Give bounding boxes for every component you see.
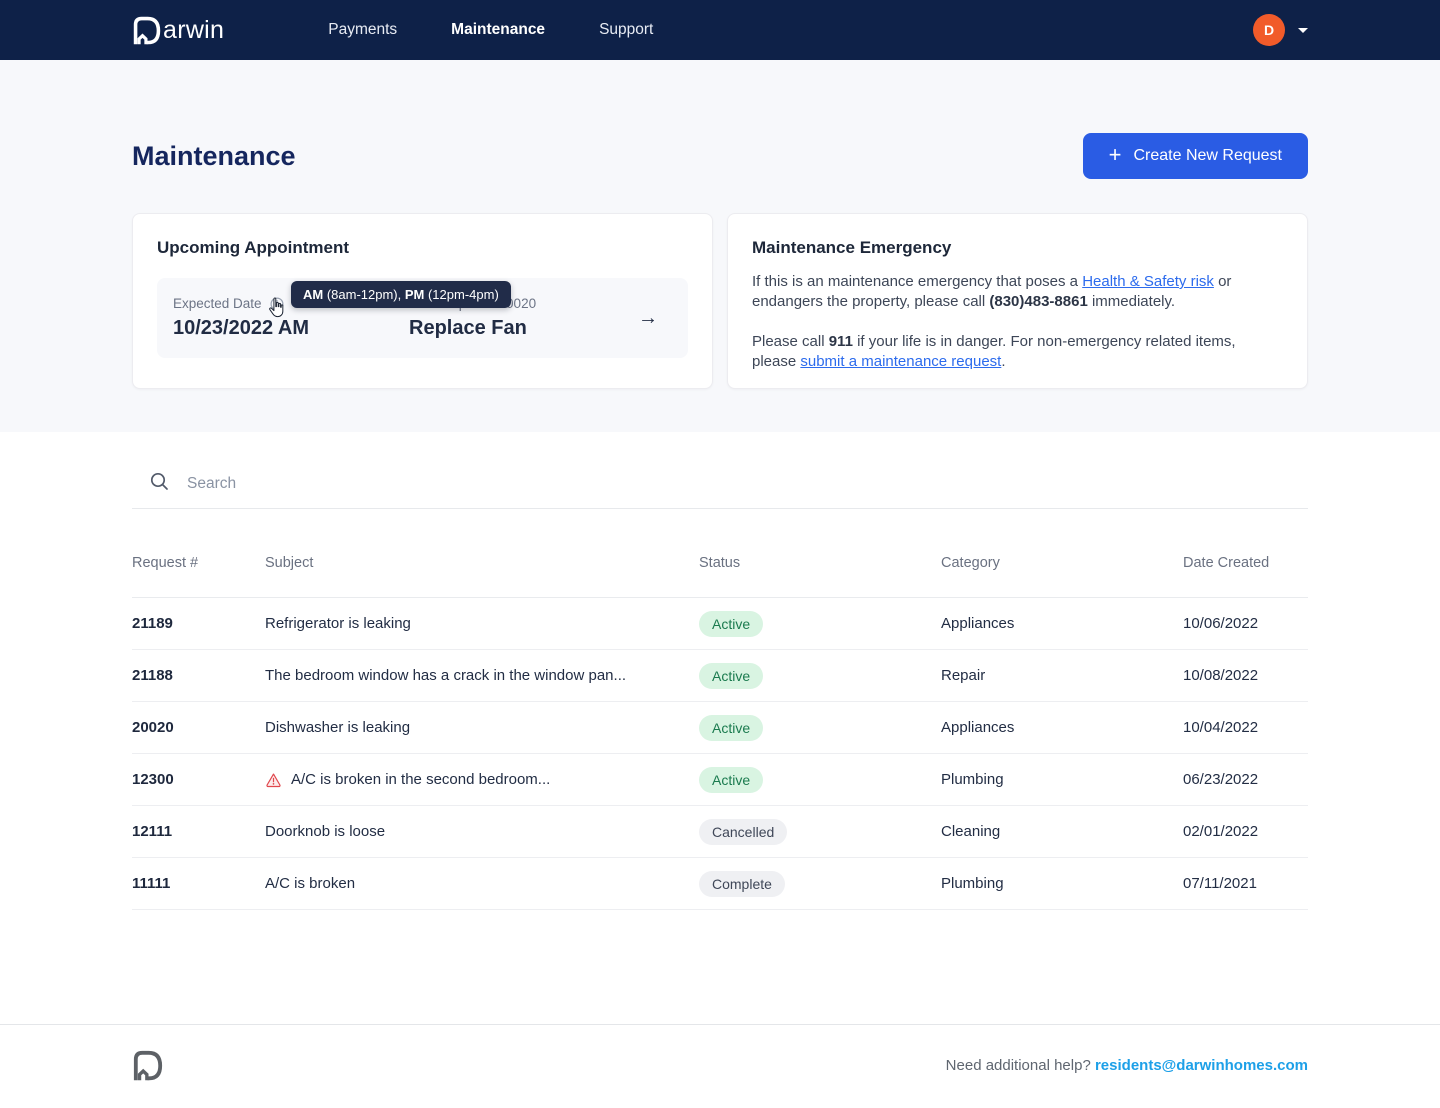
footer-help-text: Need additional help? residents@darwinho… [945,1056,1308,1074]
subject-text: Dishwasher is leaking [265,719,411,736]
request-subject: Doorknob is loose [265,823,699,840]
status-badge: Cancelled [699,818,788,845]
status-badge: Active [699,714,764,741]
table-row[interactable]: 20020 Dishwasher is leaking Active Appli… [132,702,1308,754]
subject-text: Doorknob is loose [265,823,386,840]
darwin-footer-logo-icon [132,1049,164,1081]
nav-item-payments[interactable]: Payments [328,21,398,38]
status-badge: Active [699,610,764,637]
support-email-link[interactable]: residents@darwinhomes.com [1094,1056,1308,1074]
subject-text: Refrigerator is leaking [265,615,411,632]
request-subject: The bedroom window has a crack in the wi… [265,667,699,684]
request-date-created: 06/23/2022 [1183,771,1259,788]
page-title: Maintenance [132,140,296,171]
request-subject: Refrigerator is leaking [265,615,699,632]
column-request-number: Request # [132,555,199,571]
table-body: 21189 Refrigerator is leaking Active App… [132,598,1308,910]
table-row[interactable]: 12300 A/C is broken in the second bedroo… [132,754,1308,806]
avatar[interactable]: D [1253,14,1285,46]
arrow-right-icon[interactable]: → [638,306,658,329]
request-date-created: 10/08/2022 [1183,667,1259,684]
column-category: Category [941,555,1000,571]
brand-wordmark: arwin [163,15,225,44]
emergency-card-title: Maintenance Emergency [752,238,952,257]
status-badge: Active [699,766,764,793]
column-date-created: Date Created [1183,555,1270,571]
appointment-panel[interactable]: Expected Date 10/23/2022 AM [157,278,688,358]
column-status: Status [699,555,741,571]
health-safety-risk-link[interactable]: Health & Safety risk [1082,273,1214,290]
request-date-created: 02/01/2022 [1183,823,1259,840]
request-category: Repair [941,667,986,684]
subject-text: A/C is broken [265,875,356,892]
request-category: Appliances [941,719,1015,736]
request-subject: A/C is broken [265,875,699,892]
info-icon[interactable] [270,296,284,311]
request-date-created: 07/11/2021 [1183,875,1257,892]
create-new-request-button[interactable]: + Create New Request [1082,133,1308,179]
request-id: 20020 [132,719,174,736]
appointment-card-title: Upcoming Appointment [157,238,350,257]
request-date-created: 10/04/2022 [1183,719,1259,736]
upcoming-appointment-card: Upcoming Appointment Expected Date [132,213,713,389]
emergency-paragraph-1: If this is an maintenance emergency that… [752,273,1232,310]
top-nav: arwin Payments Maintenance Support D [0,0,1440,60]
request-category: Plumbing [941,875,1004,892]
status-badge: Active [699,662,764,689]
request-id: 21189 [132,615,173,632]
expected-date-label: Expected Date [173,296,262,311]
table-row[interactable]: 12111 Doorknob is loose Cancelled Cleani… [132,806,1308,858]
subject-text: The bedroom window has a crack in the wi… [265,667,627,684]
darwin-logo[interactable]: arwin [132,15,224,45]
hero-section: Maintenance + Create New Request Upcomin… [0,60,1440,432]
table-row[interactable]: 21189 Refrigerator is leaking Active App… [132,598,1308,650]
request-category: Plumbing [941,771,1004,788]
subject-text: A/C is broken in the second bedroom... [291,771,551,788]
request-date-created: 10/06/2022 [1183,615,1259,632]
request-category: Cleaning [941,823,1001,840]
status-badge: Complete [699,870,785,897]
warning-icon [265,772,282,788]
nav-item-maintenance[interactable]: Maintenance [451,21,546,38]
footer: Need additional help? residents@darwinho… [0,1024,1440,1105]
appointment-subject: Replace Fan [409,317,527,339]
chevron-down-icon[interactable] [1298,27,1308,33]
plus-icon: + [1108,142,1122,167]
table-row[interactable]: 11111 A/C is broken Complete Plumbing 07… [132,858,1308,910]
emergency-phone: (830)483-8861 [989,293,1088,310]
request-category: Appliances [941,615,1015,632]
am-pm-tooltip: AM (8am-12pm), PM (12pm-4pm) [291,281,511,308]
nav-item-support[interactable]: Support [599,21,654,38]
darwin-logo-icon [133,16,161,45]
emergency-paragraph-2: Please call 911 if your life is in dange… [752,333,1236,370]
request-subject: A/C is broken in the second bedroom... [265,771,699,788]
search-icon [150,472,169,496]
table-row[interactable]: 21188 The bedroom window has a crack in … [132,650,1308,702]
table-header: Request # Subject Status Category Date C… [132,509,1308,598]
request-id: 21188 [132,667,173,684]
primary-nav: Payments Maintenance Support [328,21,653,39]
submit-maintenance-request-link[interactable]: submit a maintenance request [800,353,1002,370]
request-subject: Dishwasher is leaking [265,719,699,736]
request-id: 11111 [132,875,171,892]
request-id: 12111 [132,823,173,840]
appointment-date: 10/23/2022 AM [173,317,310,339]
maintenance-emergency-card: Maintenance Emergency If this is an main… [727,213,1308,389]
column-subject: Subject [265,555,314,571]
search-bar [132,460,1308,509]
create-button-label: Create New Request [1133,147,1282,164]
request-id: 12300 [132,771,174,788]
search-input[interactable] [187,475,587,493]
requests-section: Request # Subject Status Category Date C… [132,460,1308,910]
